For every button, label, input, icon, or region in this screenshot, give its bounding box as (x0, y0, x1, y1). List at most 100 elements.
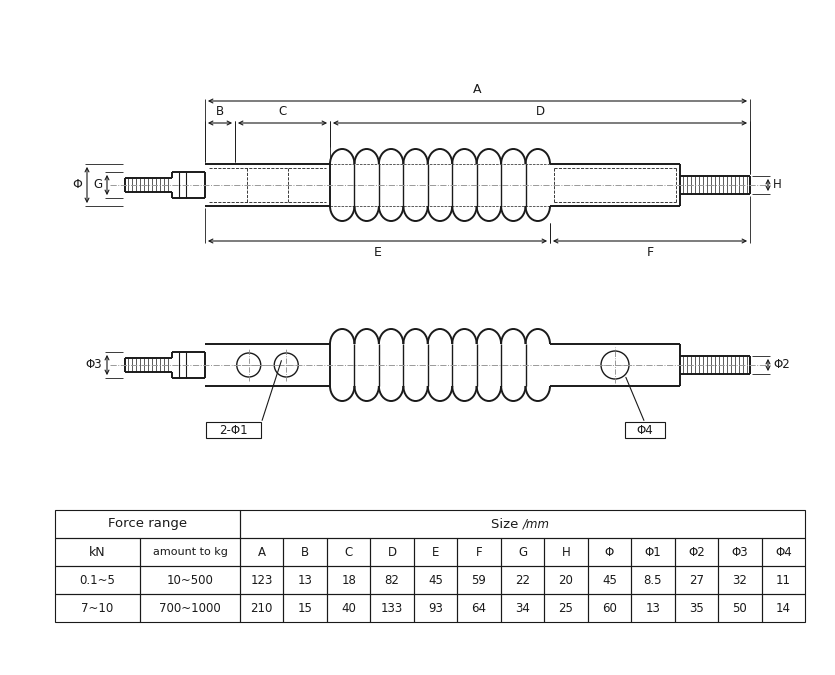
Text: 27: 27 (689, 574, 704, 587)
Bar (675, 594, 718, 622)
Bar (631, 566, 675, 594)
Bar (283, 594, 327, 622)
Text: H: H (562, 545, 570, 558)
Text: 8.5: 8.5 (644, 574, 662, 587)
Text: 35: 35 (689, 601, 704, 614)
Bar (718, 594, 762, 622)
Text: 45: 45 (602, 574, 617, 587)
Bar (762, 566, 805, 594)
Text: 123: 123 (250, 574, 273, 587)
Text: 18: 18 (342, 574, 356, 587)
Bar (55, 510, 240, 538)
Text: 20: 20 (559, 574, 574, 587)
Text: B: B (216, 105, 224, 118)
Text: 32: 32 (732, 574, 747, 587)
Text: Φ4: Φ4 (636, 423, 653, 437)
Bar (588, 594, 631, 622)
Bar (544, 566, 588, 594)
Text: 700~1000: 700~1000 (159, 601, 221, 614)
Bar (458, 566, 501, 594)
Text: Φ2: Φ2 (773, 358, 790, 371)
Text: Force range: Force range (108, 518, 187, 531)
Text: Φ: Φ (72, 178, 82, 192)
Text: 64: 64 (472, 601, 487, 614)
Bar (55, 594, 140, 622)
Text: E: E (373, 246, 382, 259)
Bar (371, 538, 414, 566)
Text: 59: 59 (472, 574, 487, 587)
Text: Φ1: Φ1 (645, 545, 661, 558)
Text: F: F (646, 246, 654, 259)
Bar (371, 594, 414, 622)
Text: 210: 210 (250, 601, 273, 614)
Bar (501, 538, 544, 566)
Text: G: G (93, 178, 102, 192)
Text: 13: 13 (298, 574, 312, 587)
Text: B: B (301, 545, 309, 558)
Bar (327, 566, 371, 594)
Text: 11: 11 (776, 574, 791, 587)
Bar (240, 594, 283, 622)
Bar (501, 566, 544, 594)
Bar (588, 566, 631, 594)
Text: C: C (278, 105, 286, 118)
Bar (544, 594, 588, 622)
Bar (414, 566, 458, 594)
Bar (675, 538, 718, 566)
Bar (762, 538, 805, 566)
FancyBboxPatch shape (206, 422, 261, 438)
Text: Φ4: Φ4 (775, 545, 792, 558)
Bar (371, 566, 414, 594)
Text: 15: 15 (298, 601, 312, 614)
Text: 2-Φ1: 2-Φ1 (219, 423, 247, 437)
Bar (762, 594, 805, 622)
Text: 133: 133 (381, 601, 403, 614)
Bar (283, 566, 327, 594)
Bar (458, 538, 501, 566)
Text: H: H (773, 178, 782, 192)
Bar (631, 594, 675, 622)
Bar (140, 538, 240, 566)
Text: Size: Size (491, 518, 523, 531)
Text: 82: 82 (385, 574, 400, 587)
Text: Φ3: Φ3 (85, 358, 102, 371)
Text: Φ2: Φ2 (688, 545, 705, 558)
Text: kN: kN (89, 545, 106, 558)
Text: amount to kg: amount to kg (153, 547, 227, 557)
Bar (631, 538, 675, 566)
Bar (327, 538, 371, 566)
Text: 22: 22 (515, 574, 530, 587)
Text: 25: 25 (559, 601, 574, 614)
Bar (718, 538, 762, 566)
Text: A: A (473, 83, 482, 96)
Bar (140, 594, 240, 622)
Bar (675, 566, 718, 594)
Bar (458, 594, 501, 622)
Text: 13: 13 (645, 601, 660, 614)
Bar (55, 566, 140, 594)
Bar (718, 566, 762, 594)
Text: E: E (432, 545, 439, 558)
Text: A: A (258, 545, 266, 558)
Bar (414, 538, 458, 566)
Text: D: D (535, 105, 544, 118)
Bar (501, 594, 544, 622)
Text: 10~500: 10~500 (166, 574, 214, 587)
Text: 60: 60 (602, 601, 617, 614)
Text: Φ: Φ (605, 545, 614, 558)
Text: F: F (476, 545, 483, 558)
FancyBboxPatch shape (625, 422, 665, 438)
Text: 0.1~5: 0.1~5 (79, 574, 115, 587)
Bar (140, 566, 240, 594)
Bar (240, 566, 283, 594)
Text: Φ3: Φ3 (731, 545, 748, 558)
Text: 7~10: 7~10 (81, 601, 114, 614)
Text: C: C (345, 545, 352, 558)
Text: G: G (518, 545, 527, 558)
Bar (283, 538, 327, 566)
Text: 14: 14 (776, 601, 791, 614)
Bar (240, 538, 283, 566)
Text: /mm: /mm (523, 518, 549, 531)
Bar (414, 594, 458, 622)
Text: 93: 93 (428, 601, 443, 614)
